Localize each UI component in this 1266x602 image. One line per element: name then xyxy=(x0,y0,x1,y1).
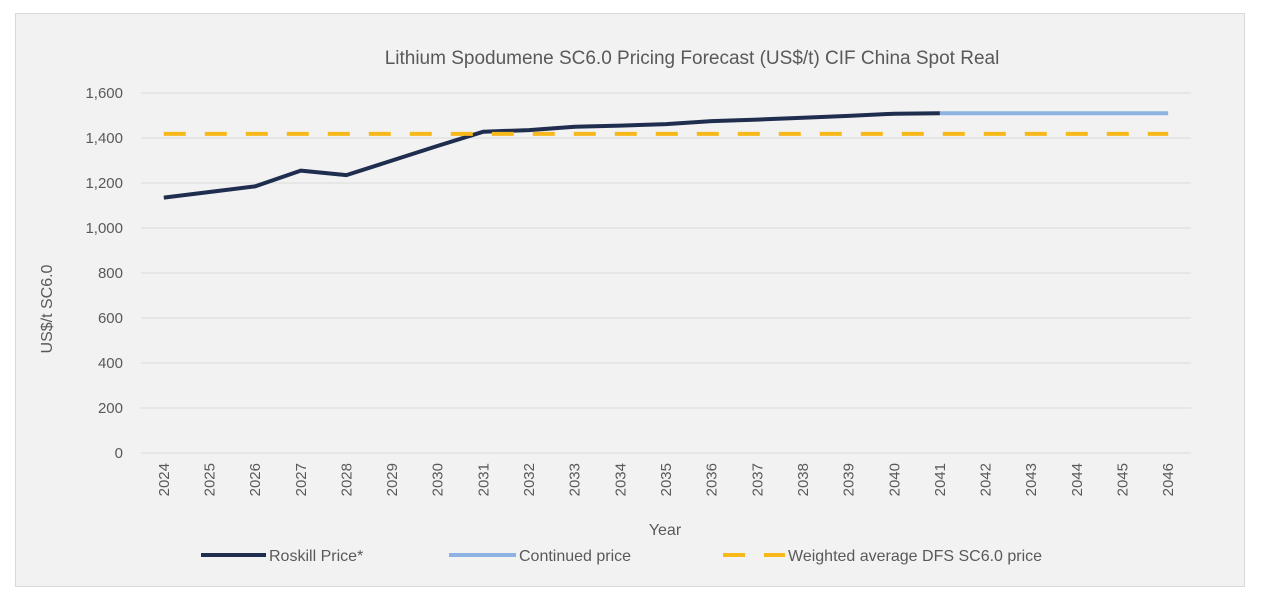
y-axis-title: US$/t SC6.0 xyxy=(39,264,56,353)
y-tick-label-200: 200 xyxy=(98,400,123,417)
x-tick-label-2028: 2028 xyxy=(338,463,355,496)
chart-svg: Lithium Spodumene SC6.0 Pricing Forecast… xyxy=(39,48,1191,565)
y-tick-label-800: 800 xyxy=(98,265,123,282)
x-tick-label-2026: 2026 xyxy=(247,463,264,496)
x-tick-label-2035: 2035 xyxy=(658,463,675,496)
gridlines xyxy=(141,92,1191,454)
x-axis-ticks: 2024 2025 2026 2027 2028 2029 2030 2031 2032 2033… xyxy=(156,463,1177,496)
x-tick-label-2025: 2025 xyxy=(201,463,218,496)
x-tick-label-2032: 2032 xyxy=(521,463,538,496)
x-tick-label-2040: 2040 xyxy=(886,463,903,496)
x-tick-label-2027: 2027 xyxy=(293,463,310,496)
x-tick-label-2046: 2046 xyxy=(1160,463,1177,496)
x-tick-label-2036: 2036 xyxy=(704,463,721,496)
legend-label-2: Continued price xyxy=(519,548,631,565)
chart-title: Lithium Spodumene SC6.0 Pricing Forecast… xyxy=(385,48,1000,69)
chart-area: Lithium Spodumene SC6.0 Pricing Forecast… xyxy=(15,13,1245,587)
legend-label-1: Roskill Price* xyxy=(269,548,363,565)
x-tick-label-2043: 2043 xyxy=(1023,463,1040,496)
y-tick-label-1200: 1,200 xyxy=(85,175,123,192)
x-tick-label-2029: 2029 xyxy=(384,463,401,496)
x-tick-label-2045: 2045 xyxy=(1115,463,1132,496)
x-tick-label-2044: 2044 xyxy=(1069,463,1086,496)
x-tick-label-2039: 2039 xyxy=(841,463,858,496)
x-tick-label-2024: 2024 xyxy=(156,463,173,496)
y-tick-label-0: 0 xyxy=(115,445,123,462)
y-tick-label-1400: 1,400 xyxy=(85,130,123,147)
x-tick-label-2041: 2041 xyxy=(932,463,949,496)
x-tick-label-2042: 2042 xyxy=(978,463,995,496)
legend: Roskill Price* Continued price Weighted av… xyxy=(201,548,1042,565)
x-axis-title: Year xyxy=(649,522,682,539)
series-lines xyxy=(163,111,1169,200)
x-tick-label-2030: 2030 xyxy=(430,463,447,496)
y-tick-label-600: 600 xyxy=(98,310,123,327)
y-tick-label-400: 400 xyxy=(98,355,123,372)
series-line-1 xyxy=(163,111,940,200)
y-tick-label-1600: 1,600 xyxy=(85,85,123,102)
x-tick-label-2037: 2037 xyxy=(749,463,766,496)
x-tick-label-2033: 2033 xyxy=(567,463,584,496)
y-axis-ticks: 0 200 400 600 800 1,000 1,200 1,400 1,600 xyxy=(85,85,123,462)
legend-label-3: Weighted average DFS SC6.0 price xyxy=(788,548,1042,565)
x-tick-label-2031: 2031 xyxy=(475,463,492,496)
y-tick-label-1000: 1,000 xyxy=(85,220,123,237)
x-tick-label-2034: 2034 xyxy=(612,463,629,496)
x-tick-label-2038: 2038 xyxy=(795,463,812,496)
